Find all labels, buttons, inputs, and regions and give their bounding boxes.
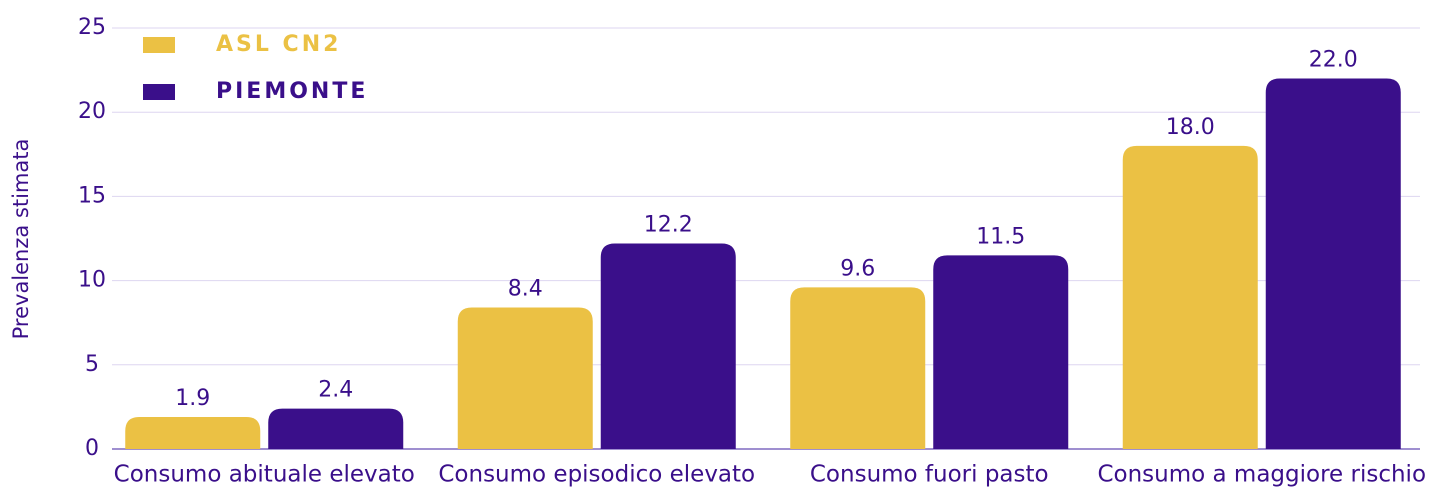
x-tick-label: Consumo a maggiore rischio [1097,462,1426,488]
value-label: 8.4 [508,277,543,302]
legend-swatch [143,37,175,53]
value-label: 22.0 [1309,48,1358,73]
x-tick-label: Consumo fuori pasto [810,462,1049,488]
value-label: 11.5 [976,224,1025,249]
value-label: 18.0 [1166,115,1215,140]
y-tick-label: 15 [78,183,106,208]
y-axis-label: Prevalenza stimata [9,139,33,340]
bar [790,287,926,449]
value-label: 12.2 [644,213,693,238]
bar [933,255,1069,449]
x-tick-label: Consumo abituale elevato [114,462,415,488]
bar [600,243,736,449]
bar [457,307,593,449]
x-tick-label: Consumo episodico elevato [438,462,755,488]
y-tick-label: 0 [85,436,99,461]
legend-label: PIEMONTE [216,79,368,104]
legend-label: ASL CN2 [216,32,341,57]
y-tick-label: 5 [85,352,99,377]
bar [125,417,261,449]
value-label: 9.6 [840,256,875,281]
bar [1122,145,1258,449]
legend-swatch [143,84,175,100]
y-tick-label: 25 [78,15,106,40]
bar [268,408,404,449]
y-tick-label: 20 [78,99,106,124]
y-tick-label: 10 [78,268,106,293]
value-label: 2.4 [318,378,353,403]
bar [1265,78,1401,450]
value-label: 1.9 [175,386,210,411]
